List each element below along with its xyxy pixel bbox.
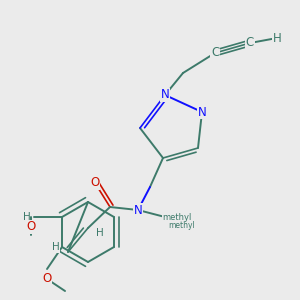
Text: methyl: methyl	[162, 212, 192, 221]
Text: N: N	[134, 203, 142, 217]
Text: O: O	[26, 220, 36, 233]
Text: H: H	[96, 228, 104, 238]
Text: C: C	[211, 46, 219, 59]
Text: N: N	[198, 106, 206, 118]
Text: O: O	[42, 272, 52, 286]
Text: N: N	[160, 88, 169, 101]
Text: methyl: methyl	[168, 221, 195, 230]
Text: H: H	[52, 242, 60, 252]
Text: H: H	[23, 212, 31, 222]
Text: H: H	[273, 32, 281, 44]
Text: C: C	[246, 37, 254, 50]
Text: O: O	[90, 176, 100, 190]
